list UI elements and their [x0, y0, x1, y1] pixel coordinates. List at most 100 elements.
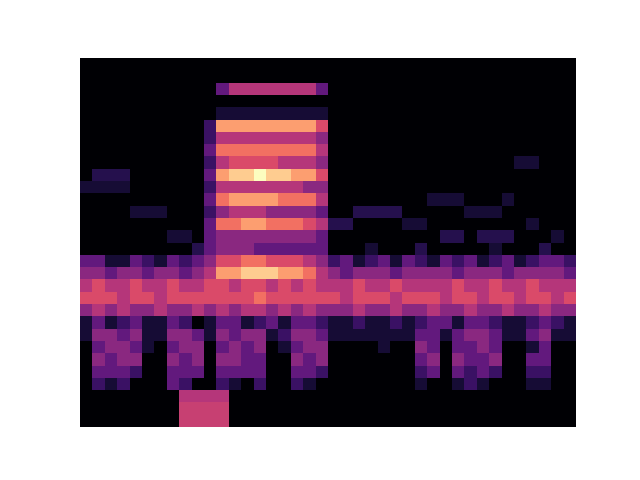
cell — [179, 402, 192, 415]
cell — [489, 402, 502, 415]
cell — [402, 144, 415, 157]
cell — [539, 304, 552, 317]
cell — [365, 58, 378, 71]
cell — [80, 279, 93, 292]
cell — [477, 341, 490, 354]
cell — [353, 378, 366, 391]
cell — [402, 341, 415, 354]
cell — [316, 402, 329, 415]
cell — [340, 402, 353, 415]
cell — [92, 415, 105, 427]
cell — [142, 70, 155, 83]
cell — [303, 95, 316, 108]
cell — [229, 181, 242, 194]
cell — [539, 243, 552, 256]
cell — [390, 218, 403, 231]
cell — [266, 415, 279, 427]
cell — [266, 316, 279, 329]
cell — [427, 206, 440, 219]
cell — [130, 366, 143, 379]
cell — [415, 218, 428, 231]
cell — [167, 95, 180, 108]
cell — [192, 230, 205, 243]
cell — [340, 341, 353, 354]
chart — [0, 0, 640, 480]
cell — [378, 169, 391, 182]
cell — [130, 353, 143, 366]
cell — [167, 267, 180, 280]
cell — [353, 353, 366, 366]
cell — [92, 304, 105, 317]
cell — [477, 58, 490, 71]
cell — [254, 169, 267, 182]
cell — [539, 132, 552, 145]
cell — [514, 279, 527, 292]
cell — [328, 206, 341, 219]
cell — [365, 378, 378, 391]
cell — [415, 366, 428, 379]
cell — [452, 255, 465, 268]
cell — [229, 415, 242, 427]
cell — [328, 70, 341, 83]
cell — [390, 390, 403, 403]
cell — [464, 329, 477, 342]
cell — [105, 218, 118, 231]
cell — [142, 243, 155, 256]
cell — [415, 95, 428, 108]
cell — [154, 193, 167, 206]
cell — [167, 169, 180, 182]
cell — [365, 230, 378, 243]
cell — [142, 279, 155, 292]
cell — [167, 181, 180, 194]
cell — [80, 156, 93, 169]
cell — [452, 193, 465, 206]
cell — [340, 279, 353, 292]
cell — [117, 58, 130, 71]
cell — [241, 329, 254, 342]
cell — [278, 292, 291, 305]
cell — [452, 390, 465, 403]
cell — [254, 267, 267, 280]
cell — [526, 353, 539, 366]
cell — [390, 378, 403, 391]
cell — [192, 255, 205, 268]
cell — [105, 193, 118, 206]
cell — [316, 193, 329, 206]
cell — [204, 341, 217, 354]
cell — [92, 144, 105, 157]
cell — [440, 390, 453, 403]
cell — [564, 70, 576, 83]
cell — [130, 206, 143, 219]
cell — [390, 292, 403, 305]
cell — [142, 390, 155, 403]
cell — [216, 70, 229, 83]
cell — [291, 120, 304, 133]
cell — [390, 402, 403, 415]
cell — [440, 193, 453, 206]
cell — [167, 193, 180, 206]
cell — [154, 120, 167, 133]
cell — [502, 341, 515, 354]
cell — [564, 366, 576, 379]
cell — [514, 181, 527, 194]
cell — [502, 243, 515, 256]
cell — [142, 267, 155, 280]
cell — [551, 230, 564, 243]
cell — [477, 415, 490, 427]
cell — [154, 255, 167, 268]
cell — [167, 304, 180, 317]
cell — [278, 353, 291, 366]
cell — [539, 58, 552, 71]
cell — [464, 292, 477, 305]
cell — [92, 70, 105, 83]
cell — [117, 353, 130, 366]
cell — [340, 230, 353, 243]
cell — [365, 83, 378, 96]
cell — [92, 243, 105, 256]
cell — [316, 366, 329, 379]
cell — [390, 144, 403, 157]
cell — [80, 255, 93, 268]
cell — [291, 132, 304, 145]
cell — [464, 353, 477, 366]
cell — [254, 144, 267, 157]
